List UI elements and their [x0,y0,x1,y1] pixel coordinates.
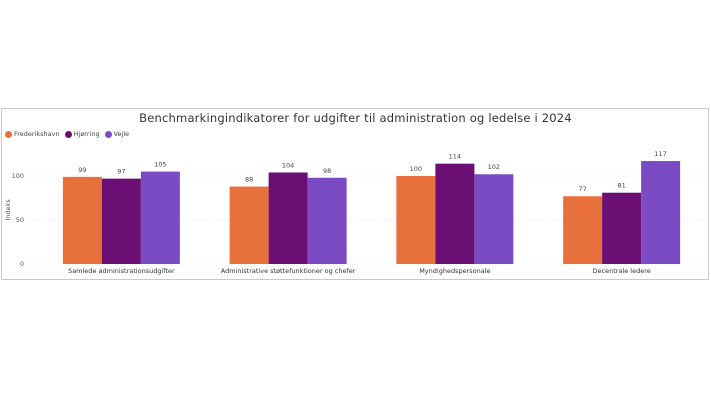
data-label-3-2: 117 [654,150,666,158]
data-label-0-1: 97 [117,168,125,176]
category-label-2: Myndighedspersonale [419,267,490,275]
bar-1-2 [307,177,347,264]
data-label-2-2: 102 [488,163,500,171]
data-label-3-1: 81 [617,182,625,190]
legend-dot-2 [104,130,112,138]
y-axis-title: Indeks [4,199,12,221]
bar-0-1 [101,178,141,264]
legend-item-1: Hjørring [64,130,100,138]
chart-title: Benchmarkingindikatorer for udgifter til… [139,111,572,125]
data-label-2-1: 114 [449,153,461,161]
data-label-2-0: 100 [410,165,422,173]
legend-dot-1 [64,130,72,138]
legend-item-0: Frederikshavn [5,130,60,138]
bar-3-1 [602,192,642,264]
data-label-0-2: 105 [154,161,166,169]
legend-label-2: Vejle [113,130,130,138]
y-tick-label-1: 50 [16,216,24,224]
bar-2-2 [474,174,514,264]
bar-2-0 [396,176,436,264]
data-label-1-1: 104 [282,161,294,169]
bar-0-2 [140,171,180,264]
bar-0-0 [62,176,102,264]
y-tick-label-2: 100 [12,172,24,180]
category-label-3: Decentrale ledere [593,267,651,275]
bar-1-1 [268,172,308,264]
bar-2-1 [435,163,475,264]
data-label-1-2: 98 [323,167,331,175]
legend: Frederikshavn Hjørring Vejle [5,130,134,138]
bar-1-0 [229,186,269,264]
data-label-1-0: 88 [245,176,253,184]
legend-dot-0 [5,130,12,138]
data-label-3-0: 77 [578,185,586,193]
category-label-1: Administrative støttefunktioner og chefe… [221,267,356,275]
bar-3-0 [563,196,603,264]
legend-label-0: Frederikshavn [14,130,60,138]
category-label-0: Samlede administrationsudgifter [68,267,175,275]
y-tick-label-0: 0 [20,260,24,268]
data-label-0-0: 99 [78,166,86,174]
legend-item-2: Vejle [104,130,130,138]
bar-3-2 [641,161,681,264]
legend-label-1: Hjørring [73,130,100,138]
